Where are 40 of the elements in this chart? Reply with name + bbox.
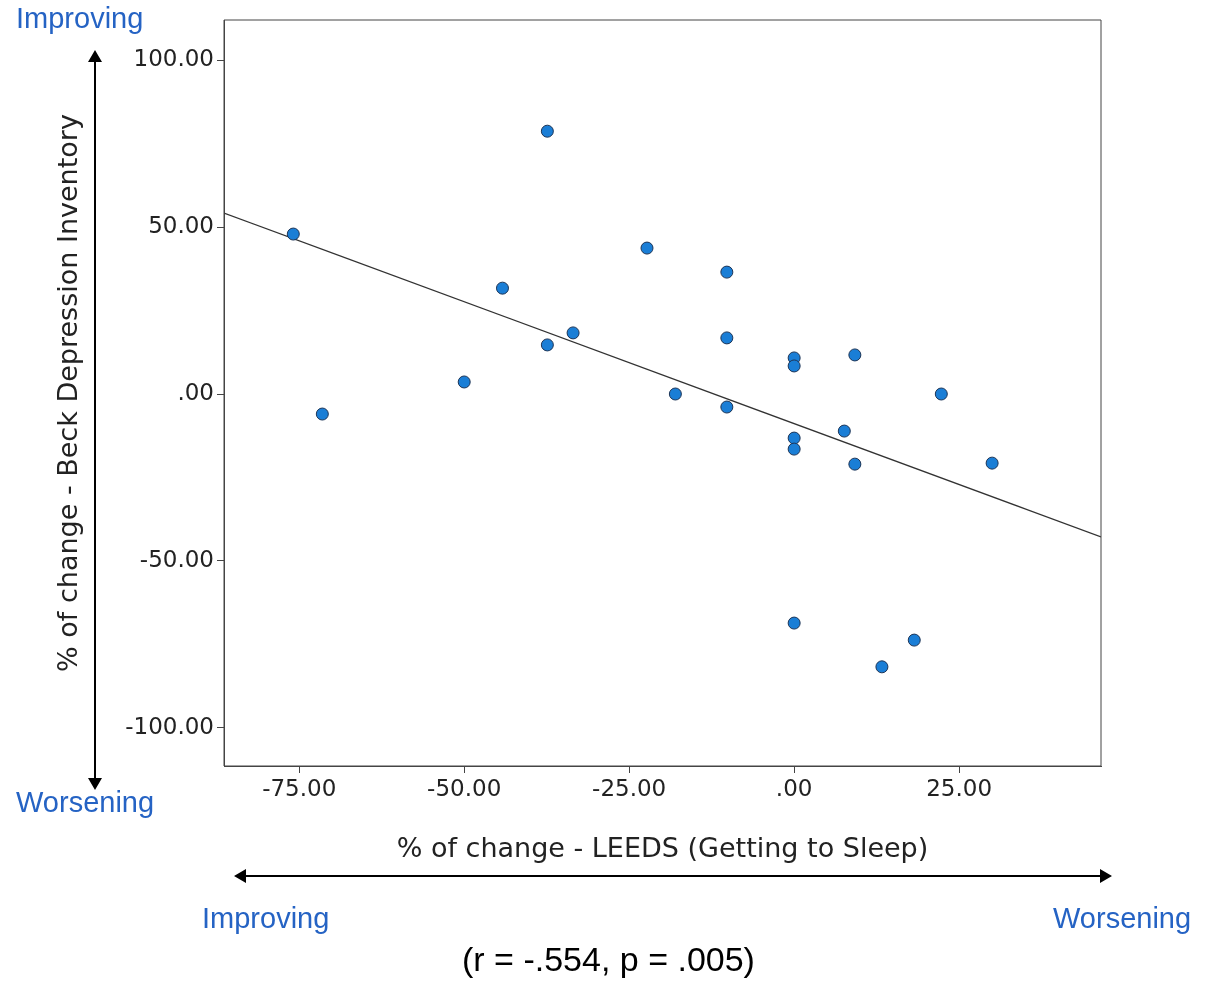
y-tick-label: 50.00 xyxy=(148,212,214,239)
x-axis-title: % of change - LEEDS (Getting to Sleep) xyxy=(396,831,929,863)
point xyxy=(907,633,921,647)
point xyxy=(720,265,734,279)
y-tick-label: .00 xyxy=(177,378,214,405)
point xyxy=(540,338,554,352)
x-tick-label: -25.00 xyxy=(592,774,667,801)
x-tick-label: .00 xyxy=(775,774,813,801)
point xyxy=(787,359,801,373)
y-tick-label: -100.00 xyxy=(125,712,214,739)
point xyxy=(848,457,862,471)
y-tick-label: -50.00 xyxy=(139,545,214,572)
point xyxy=(720,400,734,414)
point xyxy=(668,387,682,401)
point xyxy=(934,387,948,401)
point xyxy=(787,442,801,456)
x-tick-label: -75.00 xyxy=(262,774,337,801)
point xyxy=(787,431,801,445)
y-tick-label: 100.00 xyxy=(133,45,214,72)
x-tick-label: 25.00 xyxy=(926,774,993,801)
point xyxy=(875,660,889,674)
point xyxy=(787,616,801,630)
point xyxy=(566,326,580,340)
text: Improving xyxy=(202,902,330,934)
point xyxy=(315,407,329,421)
x-tick-label: -50.00 xyxy=(427,774,502,801)
y-axis-title: % of change - Beck Depression Inventory xyxy=(52,114,84,672)
text: (r = -.554, p = .005) xyxy=(462,940,755,978)
text: Worsening xyxy=(16,786,155,818)
point xyxy=(985,456,999,470)
text: Worsening xyxy=(1053,902,1192,934)
text: Improving xyxy=(16,2,144,34)
point xyxy=(286,227,300,241)
point xyxy=(540,124,554,138)
point xyxy=(848,348,862,362)
point xyxy=(837,424,851,438)
point xyxy=(457,375,471,389)
point xyxy=(495,281,509,295)
point xyxy=(640,241,654,255)
point xyxy=(720,331,734,345)
